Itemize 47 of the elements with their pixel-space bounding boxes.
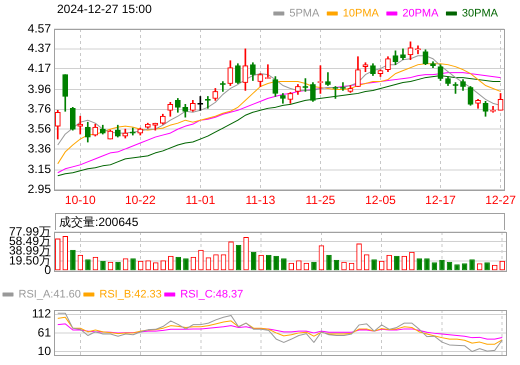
candlestick <box>452 82 458 94</box>
y-tick-label: 10 <box>38 344 52 358</box>
legend-label: 10PMA <box>342 8 380 20</box>
x-tick-label: 11-25 <box>306 193 336 208</box>
x-tick-label: 12-17 <box>425 193 456 208</box>
y-tick-label: 2.95 <box>28 182 52 196</box>
legend-label: RSI_B:42.33 <box>99 288 162 301</box>
x-tick-label: 10-10 <box>64 193 96 208</box>
x-tick-label: 12-05 <box>365 193 396 208</box>
legend-label: RSI_A:41.60 <box>18 288 81 301</box>
legend-label: 30PMA <box>462 8 499 20</box>
candlestick <box>332 86 338 99</box>
bar <box>416 258 422 270</box>
bar <box>274 256 279 270</box>
bar <box>183 258 189 270</box>
text: 成交量:200645 <box>55 213 505 230</box>
bar <box>130 258 136 270</box>
x-tick-label: 12-27 <box>485 193 516 208</box>
bar <box>371 259 377 270</box>
x-tick-label: 11-13 <box>245 193 276 208</box>
bar <box>70 250 76 270</box>
bar <box>424 258 430 270</box>
bar <box>236 244 242 270</box>
y-tick-label: 3.56 <box>28 121 52 136</box>
x-tick-label: 11-01 <box>185 193 216 208</box>
bar <box>469 259 475 270</box>
y-tick-label: 3.76 <box>28 102 52 116</box>
x-tick-label: 10-22 <box>124 193 156 208</box>
bar <box>394 256 400 270</box>
bar <box>85 259 91 270</box>
bar <box>281 258 286 270</box>
y-tick-label: 112 <box>32 306 52 321</box>
legend-label: 20PMA <box>402 8 440 20</box>
y-tick-label: 4.17 <box>28 60 52 75</box>
y-tick-label: 3.15 <box>28 162 52 176</box>
candlestick <box>318 65 324 94</box>
y-tick-label: 3.36 <box>28 141 52 156</box>
y-tick-label: 4.57 <box>28 21 52 36</box>
candlestick <box>340 82 346 91</box>
y-tick-label: 4.37 <box>28 41 52 56</box>
legend-label: 5PMA <box>289 8 320 20</box>
bar <box>176 256 182 270</box>
legend-label: RSI_C:48.37 <box>180 288 244 301</box>
y-tick-label: 3.96 <box>28 82 52 96</box>
chart-title: 2024-12-27 15:00 <box>57 2 152 16</box>
bar <box>266 254 272 270</box>
y-tick-label: 61 <box>38 325 52 340</box>
